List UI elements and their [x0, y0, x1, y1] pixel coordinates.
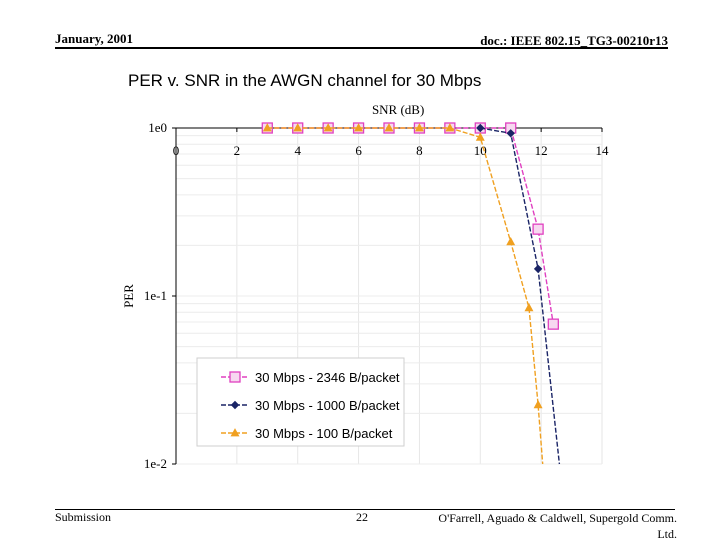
header-date: January, 2001 [55, 31, 134, 46]
data-point [445, 123, 455, 132]
y-axis-label: PER [121, 284, 136, 308]
x-tick-label: 6 [355, 143, 362, 158]
legend-marker [229, 371, 241, 383]
data-point [506, 237, 516, 246]
legend-entry: 30 Mbps - 2346 B/packet [221, 370, 400, 385]
data-point [262, 123, 272, 132]
footer-submission: Submission [55, 510, 112, 524]
footer-rule [55, 509, 675, 510]
data-point [547, 318, 559, 330]
x-axis-label: SNR (dB) [372, 102, 424, 117]
data-point [506, 129, 515, 138]
series-layer [261, 122, 561, 465]
data-point [323, 123, 333, 132]
x-tick-label: 14 [596, 143, 610, 158]
data-point [354, 123, 364, 132]
header-rule [55, 47, 668, 49]
data-point [533, 264, 543, 274]
footer-page-number: 22 [356, 510, 368, 524]
x-tick-label: 0 [173, 143, 180, 158]
data-point [293, 123, 303, 132]
legend-entry: 30 Mbps - 100 B/packet [221, 426, 393, 441]
legend-marker [230, 400, 240, 410]
x-tick-label: 8 [416, 143, 423, 158]
data-point [414, 123, 424, 132]
x-tick-label: 4 [294, 143, 301, 158]
slide-title: PER v. SNR in the AWGN channel for 30 Mb… [128, 71, 482, 90]
y-tick-label: 1e-1 [144, 288, 167, 303]
series-triangle [262, 123, 544, 465]
data-point [533, 399, 543, 409]
y-tick-label: 1e-2 [144, 456, 167, 471]
data-point [384, 123, 394, 132]
legend-marker [230, 428, 240, 437]
footer-authors: O'Farrell, Aguado & Caldwell, Supergold … [438, 511, 677, 541]
series-diamond [476, 123, 561, 465]
data-point [476, 123, 485, 133]
data-point [475, 132, 485, 141]
series-line [267, 127, 544, 465]
data-point [524, 303, 534, 312]
legend-label: 30 Mbps - 1000 B/packet [255, 398, 400, 413]
header-doc-id: doc.: IEEE 802.15_TG3-00210r13 [480, 33, 668, 48]
series-line [480, 127, 561, 465]
x-tick-label: 2 [234, 143, 241, 158]
legend-entry: 30 Mbps - 1000 B/packet [221, 398, 400, 413]
legend: 30 Mbps - 2346 B/packet 30 Mbps - 1000 B/… [196, 357, 405, 447]
legend-label: 30 Mbps - 2346 B/packet [255, 370, 400, 385]
x-tick-label: 12 [535, 143, 548, 158]
legend-label: 30 Mbps - 100 B/packet [255, 426, 393, 441]
data-point [532, 223, 544, 235]
y-tick-label: 1e0 [148, 120, 167, 135]
